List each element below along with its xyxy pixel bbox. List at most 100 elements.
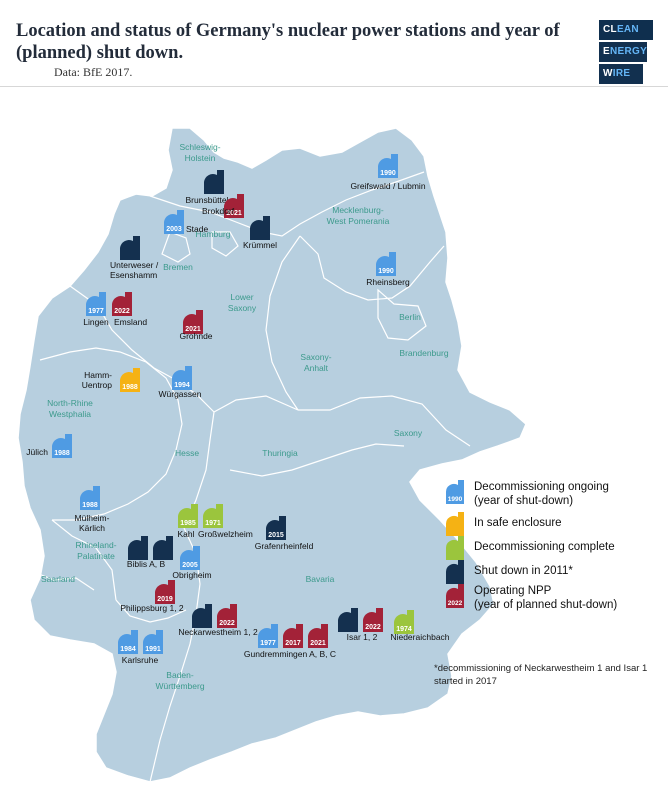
plant-philippsburg-tower-icon — [155, 580, 175, 604]
plant-neckarwestheim-label: Neckarwestheim 1, 2 — [178, 627, 258, 637]
legend-safe-label: In safe enclosure — [474, 517, 562, 529]
plant-muelheim-tower-icon — [80, 486, 100, 510]
plant-greifswald[interactable]: 1990 Greifswald / Lubmin — [350, 154, 426, 191]
plant-isar-tower-icon — [338, 608, 358, 632]
plant-wuergassen-tower-icon — [172, 366, 192, 390]
plant-grosswelzheim[interactable]: 1971 Großwelzheim — [198, 504, 253, 539]
plant-kahl[interactable]: 1985 Kahl — [177, 504, 198, 539]
plant-kahl-year: 1985 — [180, 520, 196, 527]
plant-grosswelzheim-label: Großwelzheim — [198, 529, 253, 539]
plant-stade-tower-icon — [164, 210, 184, 234]
state-bremen: Bremen — [163, 262, 193, 272]
state-thuringia: Thuringia — [262, 448, 298, 458]
plant-unterweser[interactable]: Unterweser / Esenshamm — [110, 236, 159, 280]
state-saxony: Saxony — [394, 428, 423, 438]
state-bavaria: Bavaria — [306, 574, 335, 584]
plant-brunsbuettel[interactable]: Brunsbüttel — [186, 170, 229, 205]
plant-grosswelzheim-year: 1971 — [205, 520, 221, 527]
plant-rheinsberg-tower-icon — [376, 252, 396, 276]
plant-emsland-label: Emsland — [114, 317, 147, 327]
plant-juelich[interactable]: 1988 Jülich — [26, 434, 72, 458]
legend-complete: Decommissioning complete — [446, 536, 615, 560]
plant-gundremmingen-tower-icon — [308, 624, 328, 648]
plant-kahl-label: Kahl — [177, 529, 194, 539]
plant-greifswald-label: Greifswald / Lubmin — [350, 181, 425, 191]
legend-ongoing-sub: (year of shut-down) — [474, 495, 574, 507]
state-rhineland: Rhineland-Palatinate — [75, 540, 116, 561]
plant-grohnde-year: 2021 — [185, 326, 201, 333]
germany-map: Schleswig-Holstein Mecklenburg-West Pome… — [17, 127, 527, 783]
plant-lingen-label: Lingen — [83, 317, 109, 327]
legend-operating-label: Operating NPP — [474, 585, 552, 597]
state-schleswig-l1: Schleswig- — [179, 142, 220, 152]
plant-grafenrheinfeld[interactable]: 2015 Grafenrheinfeld — [255, 516, 314, 551]
plant-emsland[interactable]: 2022 Emsland — [112, 292, 147, 327]
plant-hamm[interactable]: 1988 Hamm-Uentrop — [82, 368, 140, 392]
plant-grafenrheinfeld-tower-icon — [266, 516, 286, 540]
plant-karlsruhe[interactable]: 1984 1991 Karlsruhe — [118, 630, 163, 665]
plant-grafenrheinfeld-year: 2015 — [268, 532, 284, 539]
plant-niederaichbach-tower-icon — [394, 610, 414, 634]
plant-neckarwestheim-tower-icon — [192, 604, 212, 628]
plant-kahl-tower-icon — [178, 504, 198, 528]
plant-wuergassen-year: 1994 — [174, 382, 190, 389]
plant-wuergassen-label: Würgassen — [159, 389, 202, 399]
plant-biblis-tower-icon — [153, 536, 173, 560]
plant-philippsburg-label: Philippsburg 1, 2 — [120, 603, 184, 613]
clean-energy-wire-logo[interactable]: CLEAN ENERGY WIRE — [599, 20, 655, 86]
plant-obrigheim-label: Obrigheim — [172, 570, 211, 580]
svg-text:2022: 2022 — [448, 600, 463, 607]
plant-emsland-year: 2022 — [114, 308, 130, 315]
legend-safe-icon — [446, 512, 464, 536]
header: Location and status of Germany's nuclear… — [0, 0, 668, 87]
legend-operating: 2022 Operating NPP (year of planned shut-… — [446, 584, 617, 612]
state-schleswig: Schleswig-Holstein — [179, 142, 220, 163]
plant-juelich-tower-icon — [52, 434, 72, 458]
state-saxony-anhalt: Saxony-Anhalt — [300, 352, 331, 373]
legend-safe: In safe enclosure — [446, 512, 562, 536]
plant-lingen[interactable]: 1977 Lingen — [83, 292, 109, 327]
plant-obrigheim-tower-icon — [180, 546, 200, 570]
plant-neckarwestheim-tower-icon — [217, 604, 237, 628]
logo-line-wire: WIRE — [599, 64, 643, 84]
plant-gundremmingen-year: 1977 — [260, 640, 276, 647]
plant-karlsruhe-tower-icon — [143, 630, 163, 654]
plant-rheinsberg[interactable]: 1990 Rheinsberg — [366, 252, 410, 287]
plant-muelheim-label: Mülheim-Kärlich — [75, 513, 110, 533]
plant-greifswald-tower-icon — [378, 154, 398, 178]
plant-brokdorf-label: Brokdorf — [202, 206, 235, 216]
data-source: Data: BfE 2017. — [54, 65, 133, 79]
plant-biblis[interactable]: Biblis A, B — [127, 536, 173, 569]
plant-grafenrheinfeld-label: Grafenrheinfeld — [255, 541, 314, 551]
plant-hamm-year: 1988 — [122, 384, 138, 391]
plant-brunsbuettel-label: Brunsbüttel — [186, 195, 229, 205]
plant-gundremmingen-tower-icon — [283, 624, 303, 648]
plant-kruemmel[interactable]: Krümmel — [243, 216, 277, 250]
plant-gundremmingen-year: 2017 — [285, 640, 301, 647]
plant-philippsburg-year: 2019 — [157, 596, 173, 603]
logo-line-energy: ENERGY — [599, 42, 647, 62]
plant-hamm-tower-icon — [120, 368, 140, 392]
legend-ongoing-label: Decommissioning ongoing — [474, 481, 609, 493]
plant-stade-label: Stade — [186, 224, 208, 234]
plant-greifswald-year: 1990 — [380, 170, 396, 177]
plant-muelheim[interactable]: 1988 Mülheim-Kärlich — [75, 486, 110, 533]
plant-lingen-year: 1977 — [88, 308, 104, 315]
plant-grohnde-label: Grohnde — [179, 331, 212, 341]
state-hesse: Hesse — [175, 448, 199, 458]
plant-stade[interactable]: 2003 Stade — [164, 210, 208, 234]
plant-kruemmel-tower-icon — [250, 216, 270, 240]
plant-gundremmingen-label: Gundremmingen A, B, C — [244, 649, 336, 659]
legend-ongoing: 1990 Decommissioning ongoing (year of shu… — [446, 480, 609, 508]
plant-gundremmingen[interactable]: 1977 2017 2021 Gundremmingen A, B, C — [244, 624, 336, 659]
plant-biblis-label: Biblis A, B — [127, 559, 166, 569]
plant-karlsruhe-label: Karlsruhe — [122, 655, 159, 665]
